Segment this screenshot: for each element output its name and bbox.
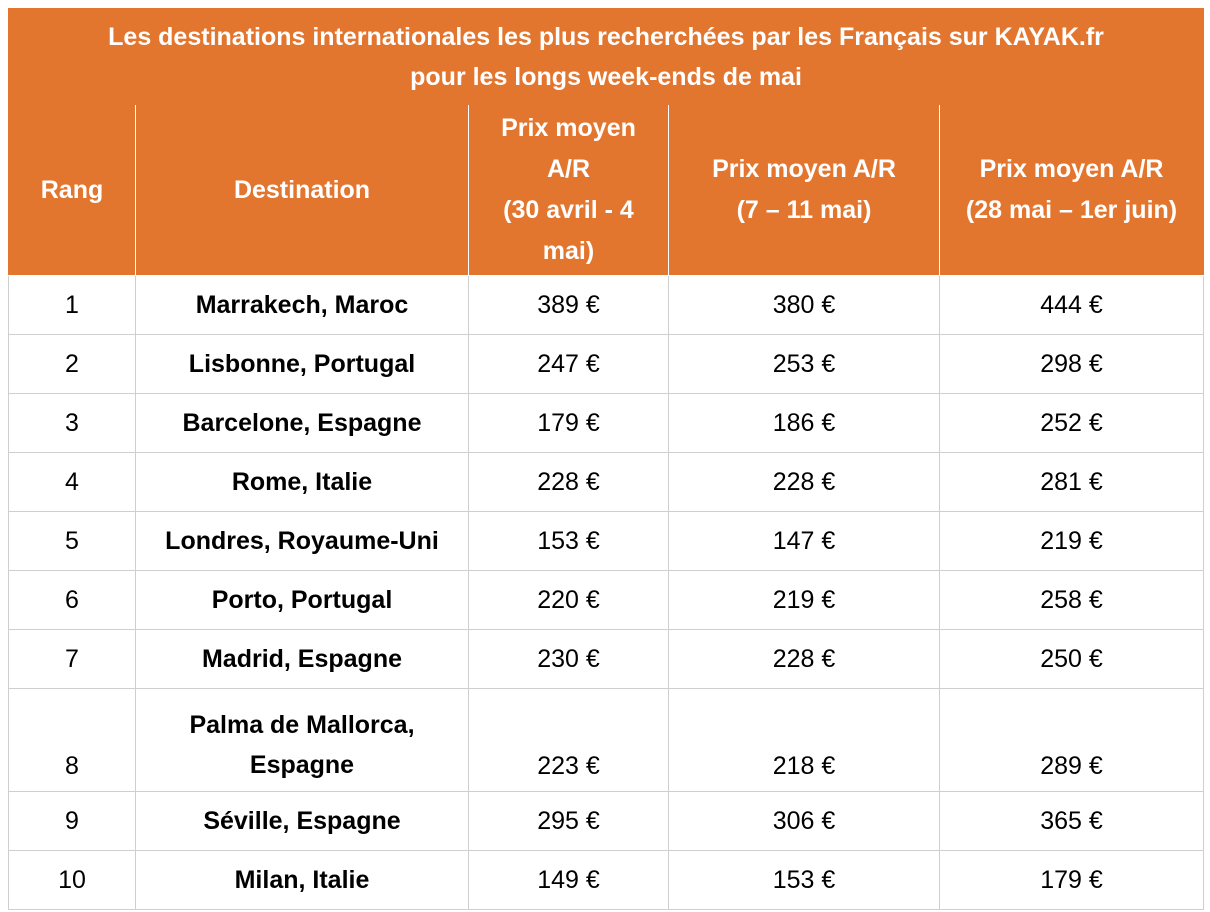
rank-cell: 10 [8, 850, 136, 910]
destination-cell: Palma de Mallorca, Espagne [135, 688, 469, 792]
price-cell: 247 € [468, 334, 669, 394]
table-row: 3 Barcelone, Espagne 179 € 186 € 252 € [8, 393, 1205, 453]
destination-cell: Porto, Portugal [135, 570, 469, 630]
table-row: 1 Marrakech, Maroc 389 € 380 € 444 € [8, 275, 1205, 335]
column-header-price-period-3: Prix moyen A/R (28 mai – 1er juin) [938, 104, 1205, 276]
header-line: Prix moyen A/R [979, 155, 1164, 183]
destination-cell: Milan, Italie [135, 850, 469, 910]
price-cell: 444 € [938, 275, 1205, 335]
table-row: 7 Madrid, Espagne 230 € 228 € 250 € [8, 629, 1205, 689]
table-wrapper: Les destinations internationales les plu… [7, 8, 1205, 910]
price-cell: 218 € [668, 688, 940, 792]
column-header-destination: Destination [135, 104, 469, 276]
table-row: 8 Palma de Mallorca, Espagne 223 € 218 €… [8, 688, 1205, 792]
destination-cell: Rome, Italie [135, 452, 469, 512]
price-cell: 179 € [468, 393, 669, 453]
rank-cell: 6 [8, 570, 136, 630]
table-row: 5 Londres, Royaume-Uni 153 € 147 € 219 € [8, 511, 1205, 571]
price-cell: 228 € [468, 452, 669, 512]
table-row: 4 Rome, Italie 228 € 228 € 281 € [8, 452, 1205, 512]
column-header-price-period-2: Prix moyen A/R (7 – 11 mai) [668, 104, 940, 276]
table-title-row: Les destinations internationales les plu… [7, 8, 1205, 105]
header-line: Prix moyen A/R [712, 155, 896, 183]
table-row: 9 Séville, Espagne 295 € 306 € 365 € [8, 791, 1205, 851]
header-line: Prix moyen [501, 114, 636, 142]
price-cell: 289 € [938, 688, 1205, 792]
destination-cell: Madrid, Espagne [135, 629, 469, 689]
destination-cell: Marrakech, Maroc [135, 275, 469, 335]
price-cell: 253 € [668, 334, 940, 394]
table-title-line: pour les longs week-ends de mai [410, 62, 802, 91]
header-line: (7 – 11 mai) [736, 196, 872, 224]
price-cell: 219 € [938, 511, 1205, 571]
price-cell: 228 € [668, 629, 940, 689]
price-cell: 149 € [468, 850, 669, 910]
rank-cell: 1 [8, 275, 136, 335]
rank-cell: 8 [8, 688, 136, 792]
price-cell: 380 € [668, 275, 940, 335]
price-cell: 252 € [938, 393, 1205, 453]
price-cell: 179 € [938, 850, 1205, 910]
rank-cell: 3 [8, 393, 136, 453]
price-cell: 186 € [668, 393, 940, 453]
destination-line: Espagne [249, 751, 355, 779]
price-cell: 389 € [468, 275, 669, 335]
table-row: 10 Milan, Italie 149 € 153 € 179 € [8, 850, 1205, 910]
rank-cell: 5 [8, 511, 136, 571]
price-cell: 295 € [468, 791, 669, 851]
destinations-table: Les destinations internationales les plu… [7, 8, 1205, 910]
destination-cell: Séville, Espagne [135, 791, 469, 851]
table-row: 2 Lisbonne, Portugal 247 € 253 € 298 € [8, 334, 1205, 394]
table-row: 6 Porto, Portugal 220 € 219 € 258 € [8, 570, 1205, 630]
price-cell: 250 € [938, 629, 1205, 689]
rank-cell: 4 [8, 452, 136, 512]
price-cell: 365 € [938, 791, 1205, 851]
price-cell: 298 € [938, 334, 1205, 394]
table-title: Les destinations internationales les plu… [7, 8, 1205, 105]
price-cell: 230 € [468, 629, 669, 689]
price-cell: 223 € [468, 688, 669, 792]
header-line: A/R [546, 155, 591, 183]
price-cell: 153 € [668, 850, 940, 910]
destination-cell: Lisbonne, Portugal [135, 334, 469, 394]
table-title-line: Les destinations internationales les plu… [108, 22, 1104, 51]
column-header-row: Rang Destination Prix moyen A/R (30 avri… [8, 104, 1205, 276]
header-line: mai) [542, 237, 595, 265]
header-line: (28 mai – 1er juin) [965, 196, 1178, 224]
destination-cell: Londres, Royaume-Uni [135, 511, 469, 571]
column-header-price-period-1: Prix moyen A/R (30 avril - 4 mai) [468, 104, 669, 276]
rank-cell: 7 [8, 629, 136, 689]
price-cell: 153 € [468, 511, 669, 571]
price-cell: 258 € [938, 570, 1205, 630]
destination-line: Palma de Mallorca, [189, 711, 415, 739]
price-cell: 147 € [668, 511, 940, 571]
column-header-rank: Rang [8, 104, 136, 276]
destination-cell: Barcelone, Espagne [135, 393, 469, 453]
rank-cell: 2 [8, 334, 136, 394]
price-cell: 228 € [668, 452, 940, 512]
rank-cell: 9 [8, 791, 136, 851]
price-cell: 306 € [668, 791, 940, 851]
price-cell: 281 € [938, 452, 1205, 512]
header-line: (30 avril - 4 [503, 196, 634, 224]
price-cell: 220 € [468, 570, 669, 630]
price-cell: 219 € [668, 570, 940, 630]
